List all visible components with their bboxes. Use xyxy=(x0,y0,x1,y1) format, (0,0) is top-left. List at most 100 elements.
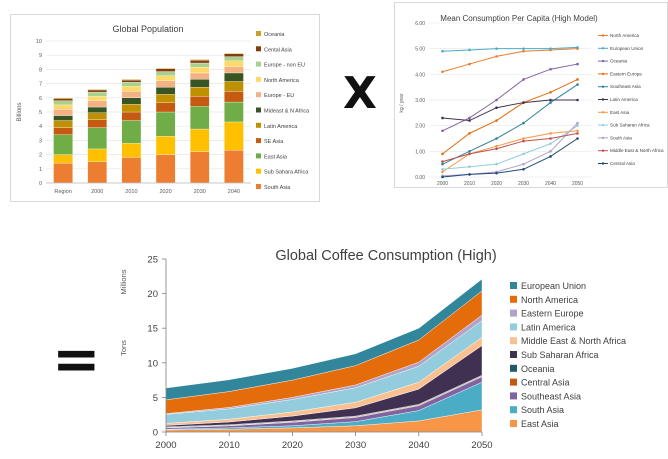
bar-segment-cental-asia xyxy=(121,79,142,83)
data-point-eastern-europe xyxy=(495,119,498,122)
data-point-eastern-europe xyxy=(576,78,579,81)
legend-swatch-european-union xyxy=(510,282,517,289)
data-point-south-asia xyxy=(549,150,552,153)
legend-swatch-oceania xyxy=(510,364,517,372)
data-point-central-asia xyxy=(495,171,498,175)
legend-label-central-asia: Central Asia xyxy=(610,161,635,166)
data-point-sub-saharan-africa xyxy=(495,162,498,166)
legend-swatch-north-america xyxy=(510,295,517,303)
bar-segment-north-america xyxy=(155,75,176,81)
y-tick-label: 2.00 xyxy=(415,124,425,130)
bar-segment-europe-eu xyxy=(190,72,210,80)
bar-segment-europe-eu xyxy=(121,91,142,98)
x-tick-label: 2000 xyxy=(437,181,448,187)
data-point-latin-america xyxy=(468,119,471,122)
data-point-european-union xyxy=(522,47,525,50)
bar-segment-mideast-n-africa xyxy=(155,87,176,95)
x-tick-label: 2050 xyxy=(471,440,492,451)
bar-segment-europe-non-eu xyxy=(155,71,176,76)
data-point-oceania xyxy=(522,78,525,81)
series-line-north-america xyxy=(442,48,578,73)
data-point-eastern-europe xyxy=(441,152,444,156)
y-axis-label: Tons xyxy=(119,340,128,356)
bar-segment-sub-sahara-africa xyxy=(155,135,176,155)
data-point-latin-america xyxy=(576,98,579,102)
bar-segment-europe-eu xyxy=(87,100,107,108)
legend-label-eastern-europe: Eastern Europe xyxy=(521,309,584,319)
data-point-oceania xyxy=(468,116,471,120)
legend-swatch-se-asia xyxy=(256,138,261,144)
bar-segment-oceania xyxy=(224,52,244,54)
y-tick-label: 1 xyxy=(39,167,42,173)
x-tick-label: 2040 xyxy=(408,440,429,451)
x-tick-label: 2010 xyxy=(125,189,137,195)
bar-segment-mideast-n-africa xyxy=(121,97,142,105)
legend-label-latin-america: Latin America xyxy=(264,124,298,130)
data-point-european-union xyxy=(468,48,471,52)
x-tick-label: 2030 xyxy=(194,189,206,195)
bar-segment-europe-non-eu xyxy=(87,91,107,97)
x-tick-label: 2030 xyxy=(518,181,529,187)
y-tick-label: 3 xyxy=(39,138,42,144)
data-point-latin-america xyxy=(495,106,498,109)
chart-title: Global Population xyxy=(112,24,183,34)
legend-label-sub-sahara-africa: Sub Sahara Africa xyxy=(264,170,309,176)
series-line-east-asia xyxy=(442,130,578,173)
legend-label-middle-east-north-africa: Middle East & North Africa xyxy=(521,336,626,346)
area-european-union xyxy=(165,278,483,401)
data-point-european-union xyxy=(495,47,498,50)
legend-swatch-oceania xyxy=(256,31,261,36)
bar-segment-mideast-n-africa xyxy=(190,79,210,88)
unit-label: Millions xyxy=(119,269,128,294)
y-tick-label: 5.00 xyxy=(415,47,425,53)
legend-label-south-asia: South Asia xyxy=(610,135,632,140)
legend-label-oceania: Oceania xyxy=(264,32,285,38)
data-point-central-asia xyxy=(468,173,471,176)
legend-label-cental-asia: Cental Asia xyxy=(264,47,293,53)
data-point-north-america xyxy=(468,62,471,66)
bar-segment-europe-non-eu xyxy=(53,100,73,106)
data-point-north-america xyxy=(441,70,444,74)
x-tick-label: 2010 xyxy=(219,440,240,451)
data-point-east-asia xyxy=(441,170,444,174)
legend-label-oceania: Oceania xyxy=(521,364,555,374)
bar-segment-oceania xyxy=(87,89,107,91)
legend-swatch-cental-asia xyxy=(256,46,261,52)
y-tick-label: 0 xyxy=(39,181,42,187)
data-point-eastern-europe xyxy=(549,91,552,94)
bar-segment-cental-asia xyxy=(155,68,176,72)
data-point-southeast-asia xyxy=(468,150,471,153)
legend-swatch-middle-east-north-africa xyxy=(510,337,517,345)
bar-segment-europe-non-eu xyxy=(190,62,210,68)
bar-segment-north-america xyxy=(53,104,73,110)
equals-operator: = xyxy=(52,325,101,393)
legend-swatch-north-america xyxy=(256,76,261,82)
data-point-central-asia xyxy=(441,175,444,179)
y-tick-label: 8 xyxy=(39,67,42,73)
legend-dot-central-asia xyxy=(601,162,605,165)
legend-label-mideast-n-africa: Mideast & N Africa xyxy=(264,109,310,115)
y-tick-label: 4.00 xyxy=(415,72,425,78)
legend-swatch-mideast-n-africa xyxy=(256,107,261,113)
bar-segment-sub-sahara-africa xyxy=(87,148,107,162)
data-point-north-america xyxy=(495,55,498,58)
legend-label-east-asia: East Asia xyxy=(264,154,288,160)
y-tick-label: 15 xyxy=(147,324,158,335)
legend-swatch-sub-saharan-africa xyxy=(510,351,517,358)
y-tick-label: 3.00 xyxy=(415,98,425,104)
legend-swatch-latin-america xyxy=(256,122,261,128)
x-tick-label: 2020 xyxy=(159,189,171,195)
data-point-european-union xyxy=(441,49,444,53)
bar-segment-latin-america xyxy=(121,104,142,113)
bar-segment-south-asia xyxy=(224,150,244,184)
legend-dot-eastern-europe xyxy=(601,72,605,76)
legend-label-east-asia: East Asia xyxy=(521,419,559,429)
bar-segment-sub-sahara-africa xyxy=(53,154,73,164)
bar-segment-europe-eu xyxy=(53,109,73,116)
x-tick-label: 2040 xyxy=(228,189,240,195)
legend-swatch-europe-non-eu xyxy=(256,61,261,67)
legend-label-latin-america: Latin America xyxy=(610,97,638,102)
legend-label-south-asia: South Asia xyxy=(521,405,564,415)
legend-label-eastern-europe: Eastern Europe xyxy=(610,71,642,76)
bar-segment-cental-asia xyxy=(53,98,73,101)
